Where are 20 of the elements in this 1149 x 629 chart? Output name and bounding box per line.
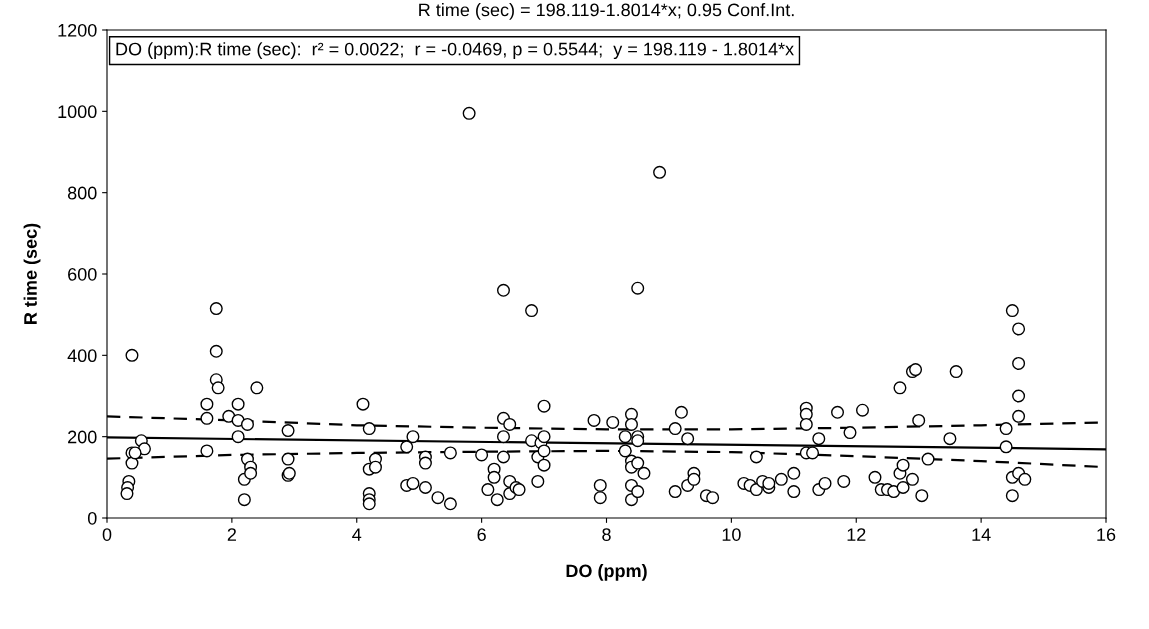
y-tick-label: 0 <box>87 511 97 525</box>
x-tick-label: 6 <box>477 528 486 541</box>
chart-title: R time (sec) = 198.119-1.8014*x; 0.95 Conf.Int. <box>419 3 794 20</box>
y-tick-label: 800 <box>67 186 97 200</box>
x-tick-label: 10 <box>722 528 741 541</box>
y-tick-label: 400 <box>67 349 97 363</box>
x-tick-label: 2 <box>227 528 236 541</box>
x-tick-label: 0 <box>102 528 112 541</box>
y-tick-label: 1200 <box>58 23 97 37</box>
x-tick-label: 4 <box>352 528 362 541</box>
x-axis-title: DO (ppm) <box>566 564 647 581</box>
y-tick-label: 600 <box>68 267 97 281</box>
y-tick-label: 200 <box>68 430 97 444</box>
x-tick-label: 14 <box>972 528 991 541</box>
x-tick-label: 12 <box>847 528 866 541</box>
x-tick-label: 8 <box>602 528 611 541</box>
y-tick-label: 1000 <box>58 105 97 119</box>
y-axis-title: R time (sec) <box>23 223 41 324</box>
x-tick-label: 16 <box>1097 528 1116 541</box>
annotation: DO (ppm):R time (sec): r² = 0.0022; r = -0.0469, p = 0.5544; y = 198.119 - 1.8014*x <box>116 42 794 60</box>
